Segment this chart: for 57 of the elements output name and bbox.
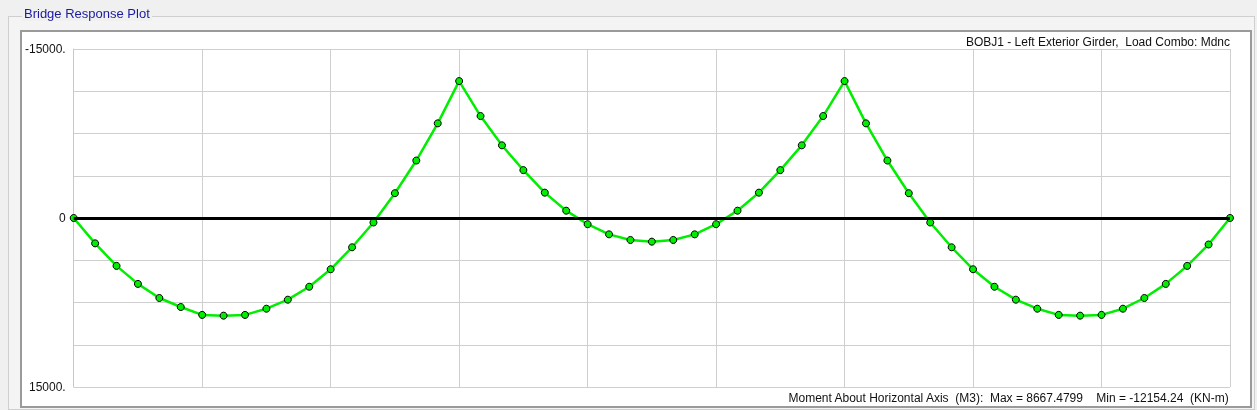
- text: Moment About Horizontal Axis (M3): Max = 8667.4799 Min = -12154.24 (KN-m): [788, 391, 1229, 405]
- point: [198, 310, 207, 319]
- chart-subtitle: BOBJ1 - Left Exterior Girder, Load Combo: Mdnc: [965, 35, 1231, 49]
- point: [1011, 295, 1020, 304]
- point: [797, 141, 806, 150]
- point: [990, 282, 999, 291]
- point: [1076, 311, 1085, 320]
- point: [540, 188, 549, 197]
- point: [1140, 293, 1149, 302]
- point: [1161, 279, 1170, 288]
- point: [669, 235, 678, 244]
- point: [433, 119, 442, 128]
- point: [947, 243, 956, 252]
- point: [133, 279, 142, 288]
- point: [605, 230, 614, 239]
- point: [1097, 310, 1106, 319]
- point: [690, 230, 699, 239]
- point: [776, 166, 785, 175]
- y-tick-label: -15000.: [25, 42, 66, 56]
- point: [519, 166, 528, 175]
- point: [1033, 304, 1042, 313]
- point: [476, 112, 485, 121]
- point: [1183, 261, 1192, 270]
- point: [733, 206, 742, 215]
- point: [1204, 240, 1213, 249]
- point: [1118, 304, 1127, 313]
- point: [112, 261, 121, 270]
- point: [262, 304, 271, 313]
- point: [626, 235, 635, 244]
- point: [883, 156, 892, 165]
- point: [305, 282, 314, 291]
- point: [1054, 310, 1063, 319]
- point: [348, 243, 357, 252]
- point: [283, 295, 292, 304]
- point: [176, 303, 185, 311]
- y-tick-label: 15000.: [29, 380, 66, 394]
- y-tick-label: 0: [59, 211, 67, 225]
- point: [412, 156, 421, 165]
- point: [455, 77, 464, 86]
- point: [754, 188, 763, 197]
- point: [904, 189, 913, 198]
- point: [819, 112, 828, 121]
- point: [647, 237, 656, 246]
- point: [241, 310, 249, 319]
- point: [326, 265, 335, 274]
- point: [969, 265, 978, 274]
- point: [712, 220, 721, 229]
- point: [155, 293, 164, 302]
- chart-title: Bridge Response Plot: [22, 6, 152, 21]
- point: [861, 119, 870, 128]
- point: [562, 206, 571, 215]
- point: [497, 141, 506, 150]
- point: [91, 239, 100, 248]
- point: [840, 77, 849, 86]
- point: [390, 189, 399, 198]
- point: [583, 220, 592, 229]
- point: [219, 311, 228, 320]
